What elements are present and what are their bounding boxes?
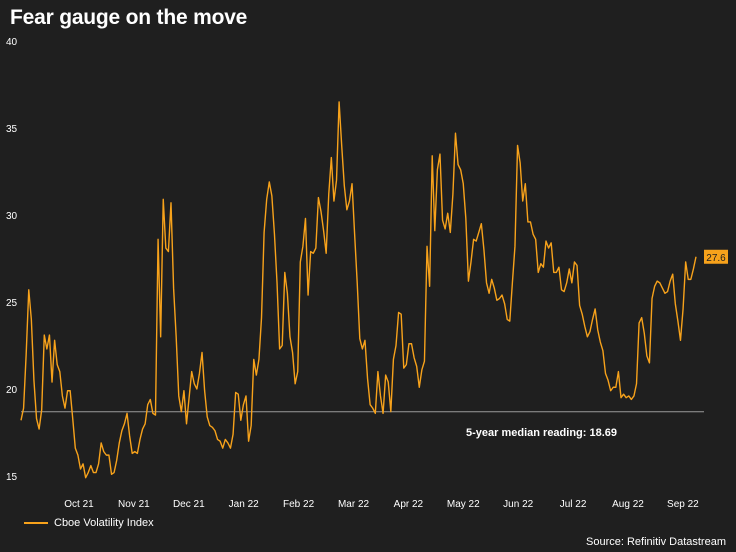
series-line-vix bbox=[20, 101, 697, 479]
chart-title: Fear gauge on the move bbox=[10, 6, 248, 29]
x-tick-label: Apr 22 bbox=[394, 499, 424, 510]
y-axis: 15 20 25 30 35 40 bbox=[6, 37, 18, 483]
x-tick-label: Nov 21 bbox=[118, 499, 150, 510]
y-tick-label: 25 bbox=[6, 298, 18, 309]
x-tick-label: Feb 22 bbox=[283, 499, 315, 510]
y-tick-label: 40 bbox=[6, 37, 18, 48]
y-tick-label: 15 bbox=[6, 472, 18, 483]
median-annotation: 5-year median reading: 18.69 bbox=[466, 427, 617, 439]
x-tick-label: Jan 22 bbox=[229, 499, 259, 510]
y-tick-label: 20 bbox=[6, 385, 18, 396]
y-tick-label: 30 bbox=[6, 211, 18, 222]
legend-swatch bbox=[24, 522, 48, 524]
source-note: Source: Refinitiv Datastream bbox=[586, 536, 726, 548]
x-tick-label: Jun 22 bbox=[503, 499, 533, 510]
last-value-label: 27.6 bbox=[706, 253, 726, 264]
x-tick-label: Jul 22 bbox=[560, 499, 587, 510]
x-tick-label: Mar 22 bbox=[338, 499, 370, 510]
last-value-badge: 27.6 bbox=[704, 249, 728, 264]
x-tick-label: Oct 21 bbox=[64, 499, 94, 510]
legend-label: Cboe Volatility Index bbox=[54, 517, 154, 529]
last-value-badge-bg bbox=[704, 249, 728, 264]
legend: Cboe Volatility Index bbox=[24, 517, 154, 529]
x-tick-label: Sep 22 bbox=[667, 499, 699, 510]
x-axis: Oct 21 Nov 21 Dec 21 Jan 22 Feb 22 Mar 22 Apr … bbox=[64, 499, 699, 510]
y-tick-label: 35 bbox=[6, 124, 18, 135]
x-tick-label: Aug 22 bbox=[612, 499, 644, 510]
x-tick-label: May 22 bbox=[447, 499, 480, 510]
x-tick-label: Dec 21 bbox=[173, 499, 205, 510]
